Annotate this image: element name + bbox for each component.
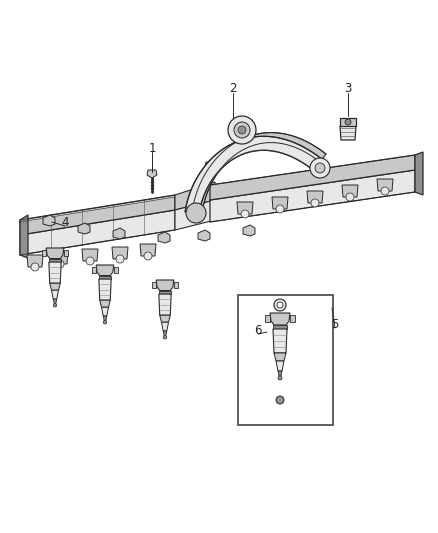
Polygon shape: [49, 259, 61, 262]
Polygon shape: [159, 290, 171, 294]
Polygon shape: [340, 118, 356, 126]
Polygon shape: [102, 307, 109, 316]
Text: 4: 4: [61, 215, 69, 229]
Polygon shape: [163, 331, 167, 335]
Polygon shape: [210, 170, 415, 222]
Circle shape: [276, 205, 284, 213]
Circle shape: [86, 257, 94, 265]
Polygon shape: [103, 316, 107, 320]
Polygon shape: [265, 315, 270, 322]
Polygon shape: [147, 170, 157, 178]
Polygon shape: [82, 249, 98, 261]
Circle shape: [276, 396, 284, 404]
Circle shape: [238, 126, 246, 134]
Circle shape: [186, 203, 206, 223]
Polygon shape: [49, 262, 61, 283]
Polygon shape: [27, 255, 43, 267]
Polygon shape: [113, 228, 125, 239]
Polygon shape: [270, 313, 290, 325]
Polygon shape: [114, 266, 118, 273]
Polygon shape: [342, 185, 358, 197]
Text: 3: 3: [344, 82, 352, 94]
Polygon shape: [278, 371, 282, 376]
Circle shape: [311, 199, 319, 207]
Circle shape: [241, 210, 249, 218]
Polygon shape: [307, 191, 323, 203]
Polygon shape: [185, 136, 322, 214]
Polygon shape: [272, 197, 288, 209]
Polygon shape: [156, 280, 174, 290]
Circle shape: [116, 255, 124, 263]
Polygon shape: [174, 282, 178, 288]
Polygon shape: [96, 265, 114, 276]
Circle shape: [53, 303, 57, 307]
Polygon shape: [20, 195, 175, 235]
Polygon shape: [415, 152, 423, 195]
Text: 6: 6: [254, 324, 262, 336]
Polygon shape: [243, 225, 255, 236]
Polygon shape: [99, 276, 111, 279]
Polygon shape: [140, 244, 156, 256]
Circle shape: [277, 302, 283, 308]
Polygon shape: [175, 182, 215, 210]
Polygon shape: [276, 361, 284, 371]
Polygon shape: [50, 283, 60, 290]
Polygon shape: [46, 248, 64, 259]
Polygon shape: [205, 162, 215, 170]
Circle shape: [278, 376, 282, 380]
Circle shape: [163, 335, 167, 339]
Circle shape: [345, 119, 351, 125]
Text: 1: 1: [148, 141, 156, 155]
Polygon shape: [237, 202, 253, 214]
Circle shape: [228, 116, 256, 144]
Polygon shape: [53, 299, 57, 303]
Polygon shape: [43, 215, 55, 226]
Circle shape: [346, 193, 354, 201]
Polygon shape: [162, 322, 169, 331]
Circle shape: [310, 158, 330, 178]
Polygon shape: [78, 223, 90, 234]
Text: 5: 5: [331, 319, 339, 332]
Polygon shape: [20, 210, 175, 255]
Polygon shape: [340, 126, 356, 140]
Bar: [238, 295, 333, 425]
Polygon shape: [99, 279, 111, 300]
Polygon shape: [20, 215, 28, 258]
Polygon shape: [158, 232, 170, 243]
Polygon shape: [193, 133, 326, 208]
Polygon shape: [64, 250, 68, 256]
Polygon shape: [42, 250, 46, 256]
Polygon shape: [100, 300, 110, 307]
Circle shape: [381, 187, 389, 195]
Circle shape: [103, 320, 107, 324]
Circle shape: [56, 260, 64, 268]
Circle shape: [144, 252, 152, 260]
Circle shape: [234, 122, 250, 138]
Polygon shape: [52, 290, 59, 299]
Circle shape: [315, 163, 325, 173]
Polygon shape: [159, 294, 171, 315]
Polygon shape: [273, 325, 287, 329]
Circle shape: [274, 299, 286, 311]
Polygon shape: [274, 353, 286, 361]
Polygon shape: [198, 230, 210, 241]
Text: 2: 2: [229, 82, 237, 94]
Polygon shape: [112, 247, 128, 259]
Circle shape: [31, 263, 39, 271]
Polygon shape: [290, 315, 295, 322]
Polygon shape: [52, 252, 68, 264]
Polygon shape: [92, 266, 96, 273]
Polygon shape: [160, 315, 170, 322]
Polygon shape: [377, 179, 393, 191]
Polygon shape: [273, 329, 287, 353]
Polygon shape: [210, 155, 415, 200]
Polygon shape: [175, 200, 215, 230]
Polygon shape: [152, 282, 156, 288]
